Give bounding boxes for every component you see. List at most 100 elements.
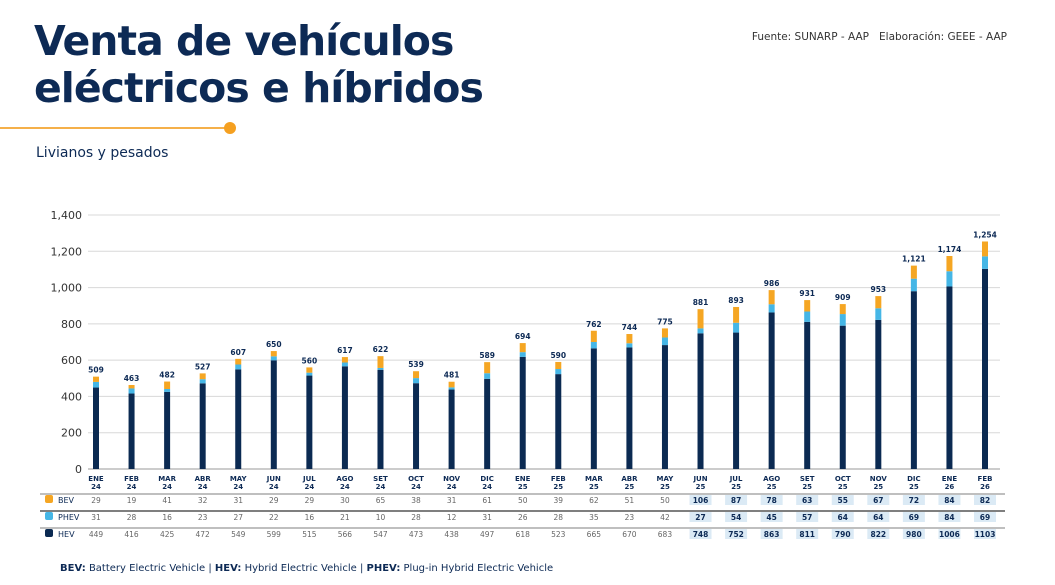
x-tick-year: 25 [553, 483, 563, 491]
bar-phev [661, 337, 668, 346]
cell-highlight [938, 495, 961, 505]
total-label: 909 [835, 293, 851, 302]
table-cell-hev: 790 [835, 530, 851, 539]
table-cell-phev: 42 [660, 513, 670, 522]
cell-highlight [796, 495, 819, 505]
total-label: 482 [159, 371, 175, 380]
bar-hev [377, 369, 384, 469]
bar-bev [946, 256, 953, 272]
bar-bev [306, 367, 313, 373]
bar-hev [839, 325, 846, 469]
table-cell-hev: 438 [444, 530, 459, 539]
y-tick-label: 1,200 [51, 245, 83, 258]
table-cell-bev: 32 [198, 496, 208, 505]
bar-hev [413, 383, 420, 469]
legend-label-bev: BEV [58, 496, 75, 505]
bar-bev [661, 328, 668, 338]
x-tick-month: AGO [763, 475, 780, 483]
table-cell-bev: 51 [625, 496, 635, 505]
bar-phev [875, 308, 882, 320]
bar-hev [93, 387, 99, 469]
table-cell-bev: 29 [269, 496, 279, 505]
total-label: 762 [586, 320, 602, 329]
x-tick-month: DIC [907, 475, 921, 483]
bar-hev [982, 268, 988, 469]
bev-full: Battery Electric Vehicle [88, 563, 206, 574]
table-cell-hev: 618 [516, 530, 531, 539]
x-tick-month: FEB [551, 475, 566, 483]
table-cell-bev: 50 [660, 496, 670, 505]
bar-bev [768, 290, 775, 305]
table-cell-hev: 752 [728, 530, 744, 539]
x-tick-year: 24 [233, 483, 243, 491]
cell-highlight [796, 512, 819, 522]
bar-hev [341, 366, 348, 469]
cell-highlight [867, 512, 890, 522]
legend-swatch-phev [45, 512, 53, 520]
cell-highlight [831, 495, 854, 505]
cell-highlight [831, 512, 854, 522]
bar-bev [555, 361, 562, 370]
x-tick-month: JUN [266, 475, 281, 483]
total-label: 481 [444, 371, 460, 380]
x-tick-month: MAY [230, 475, 248, 483]
x-tick-year: 25 [767, 483, 777, 491]
bar-bev [733, 306, 740, 323]
table-cell-phev: 21 [340, 513, 350, 522]
table-cell-hev: 416 [124, 530, 139, 539]
cell-highlight [867, 529, 890, 539]
total-label: 893 [728, 296, 744, 305]
cell-highlight [938, 512, 961, 522]
bar-bev [164, 381, 171, 389]
bar-phev [306, 372, 313, 376]
table-cell-hev: 449 [89, 530, 104, 539]
x-tick-month: DIC [480, 475, 494, 483]
bev-abbr: BEV: [60, 563, 86, 574]
table-cell-hev: 473 [409, 530, 424, 539]
total-label: 775 [657, 317, 673, 326]
bar-hev [199, 383, 206, 469]
cell-highlight [760, 512, 783, 522]
y-tick-label: 1,400 [51, 209, 83, 222]
x-tick-month: FEB [124, 475, 139, 483]
x-tick-month: MAR [585, 475, 603, 483]
table-cell-bev: 30 [340, 496, 350, 505]
legend-swatch-bev [45, 495, 53, 503]
table-cell-bev: 39 [554, 496, 564, 505]
bar-phev [519, 352, 526, 357]
table-cell-hev: 547 [373, 530, 388, 539]
table-cell-phev: 69 [980, 513, 990, 522]
hev-full: Hybrid Electric Vehicle [244, 563, 357, 574]
bar-bev [341, 357, 348, 363]
bar-bev [413, 371, 420, 379]
cell-highlight [760, 495, 783, 505]
bar-hev [661, 345, 668, 469]
x-tick-month: JUL [302, 475, 316, 483]
x-tick-month: MAR [158, 475, 176, 483]
table-cell-phev: 16 [305, 513, 315, 522]
total-label: 1,121 [902, 255, 926, 264]
bar-phev [768, 304, 775, 313]
bar-bev [448, 381, 455, 388]
bar-hev [626, 347, 633, 469]
cell-highlight [725, 529, 748, 539]
bar-phev [341, 362, 348, 367]
table-cell-hev: 811 [799, 530, 815, 539]
source-note: Fuente: SUNARP - AAP Elaboración: GEEE -… [751, 31, 1007, 43]
table-cell-hev: 599 [267, 530, 282, 539]
bar-phev [733, 322, 740, 333]
table-cell-hev: 549 [231, 530, 246, 539]
table-cell-bev: 61 [482, 496, 492, 505]
bar-phev [804, 311, 811, 322]
x-tick-month: NOV [443, 475, 461, 483]
cell-highlight [760, 529, 783, 539]
x-tick-year: 24 [162, 483, 172, 491]
table-cell-phev: 31 [91, 513, 101, 522]
table-cell-hev: 515 [302, 530, 317, 539]
bar-hev [128, 393, 135, 469]
x-tick-year: 24 [447, 483, 457, 491]
bar-bev [839, 304, 846, 315]
bar-phev [697, 328, 704, 334]
cell-highlight [867, 495, 890, 505]
total-label: 744 [622, 323, 638, 332]
